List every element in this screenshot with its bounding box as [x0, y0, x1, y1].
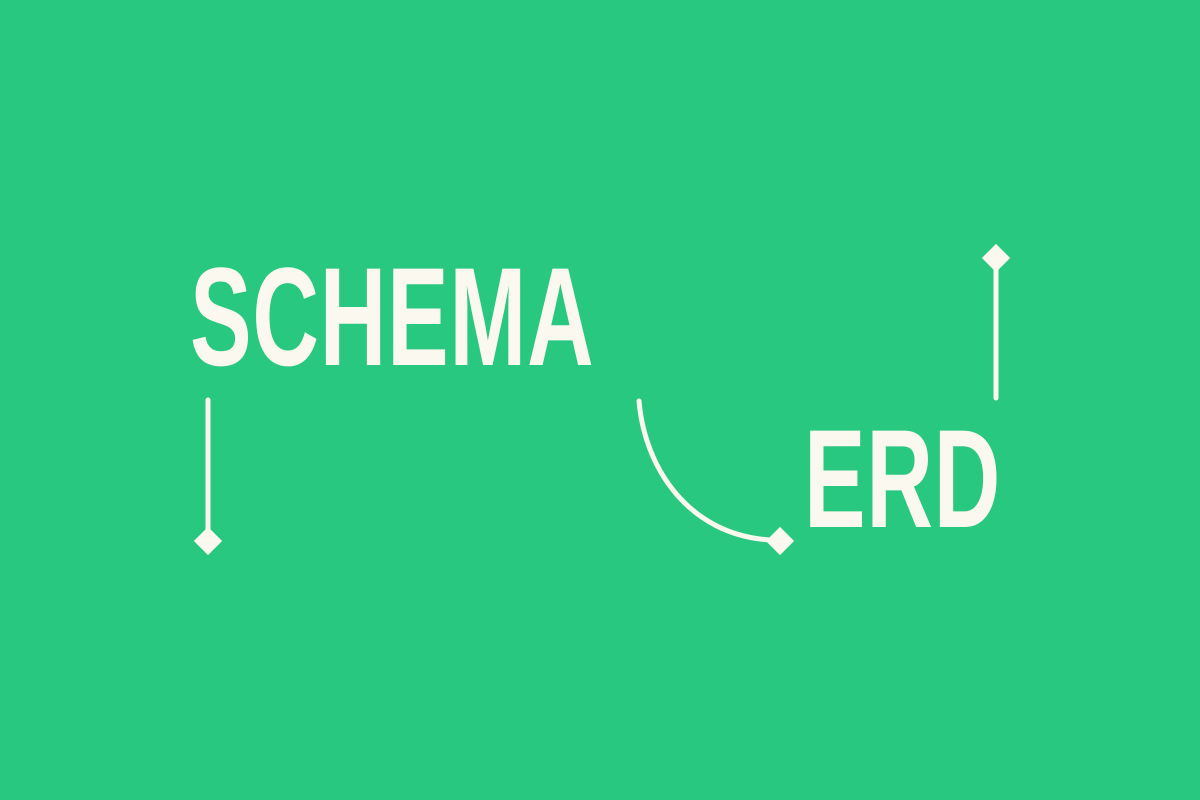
- schema-word: SCHEMA: [190, 238, 595, 395]
- curved-connector-line: [636, 398, 773, 543]
- curved-connector-diamond: [765, 526, 795, 556]
- right-connector-diamond: [981, 243, 1011, 273]
- left-connector-diamond: [193, 526, 223, 556]
- erd-word: ERD: [804, 400, 1002, 557]
